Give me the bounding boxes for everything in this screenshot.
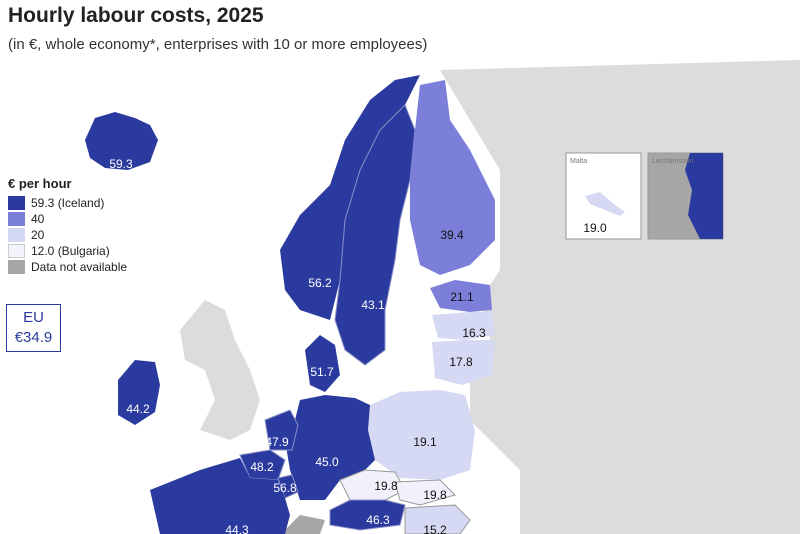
region-netherlands <box>264 409 299 451</box>
legend-label: 40 <box>31 212 45 226</box>
region-finland <box>410 80 495 275</box>
region-poland <box>368 390 475 480</box>
value-germany: 45.0 <box>315 455 339 469</box>
value-ireland: 44.2 <box>126 402 150 416</box>
region-denmark <box>305 335 340 392</box>
eu-value: €34.9 <box>14 329 53 346</box>
legend-title: € per hour <box>8 176 72 191</box>
map-title: Hourly labour costs, 2025 <box>8 4 264 27</box>
value-poland: 19.1 <box>413 435 437 449</box>
value-lithuania: 17.8 <box>449 355 473 369</box>
malta-shape <box>585 192 625 216</box>
value-czechia: 19.8 <box>374 479 398 493</box>
legend: € per hour 59.3 (Iceland) 40 20 12.0 (Bu… <box>8 176 127 275</box>
legend-swatch <box>8 260 25 274</box>
legend-swatch <box>8 244 25 258</box>
value-sweden: 43.1 <box>361 298 385 312</box>
value-france: 44.3 <box>225 523 249 534</box>
region-ireland <box>118 360 160 425</box>
legend-item: 12.0 (Bulgaria) <box>8 243 127 259</box>
legend-item: 20 <box>8 227 127 243</box>
liechtenstein-shape <box>685 153 723 239</box>
region-austria <box>329 499 406 531</box>
legend-swatch <box>8 228 25 242</box>
value-hungary: 15.2 <box>423 523 447 534</box>
region-iceland <box>85 112 158 170</box>
value-norway: 56.2 <box>308 276 332 290</box>
value-netherlands: 47.9 <box>265 435 289 449</box>
legend-swatch <box>8 196 25 210</box>
eu-average-box: EU €34.9 <box>6 304 61 352</box>
map-subtitle: (in €, whole economy*, enterprises with … <box>8 36 428 53</box>
value-iceland: 59.3 <box>109 157 133 171</box>
value-finland: 39.4 <box>440 228 464 242</box>
malta-value: 19.0 <box>583 221 607 235</box>
region-hungary <box>404 504 471 534</box>
malta-label: Malta <box>570 158 587 165</box>
value-belgium: 48.2 <box>250 460 274 474</box>
value-denmark: 51.7 <box>310 365 334 379</box>
switzerland-land <box>285 515 325 534</box>
region-luxembourg <box>277 474 299 499</box>
value-latvia: 16.3 <box>462 326 486 340</box>
legend-label: 59.3 (Iceland) <box>31 196 105 210</box>
legend-label: 12.0 (Bulgaria) <box>31 244 110 258</box>
region-norway <box>280 75 420 320</box>
region-germany <box>285 395 375 500</box>
uk-land <box>180 300 260 440</box>
legend-item: 59.3 (Iceland) <box>8 195 127 211</box>
value-luxembourg: 56.8 <box>273 481 297 495</box>
liechtenstein-label: Liechtenstein <box>652 158 693 165</box>
legend-item: 40 <box>8 211 127 227</box>
eu-label: EU <box>23 309 44 326</box>
legend-item: Data not available <box>8 259 127 275</box>
non-eu-east-land <box>440 60 800 534</box>
value-estonia: 21.1 <box>450 290 474 304</box>
legend-swatch <box>8 212 25 226</box>
legend-label: 20 <box>31 228 45 242</box>
region-slovakia <box>394 479 456 506</box>
legend-label: Data not available <box>31 260 128 274</box>
region-belgium <box>239 449 286 481</box>
region-latvia <box>432 312 495 340</box>
value-austria: 46.3 <box>366 513 390 527</box>
region-france <box>150 458 290 534</box>
region-sweden <box>334 104 416 366</box>
region-lithuania <box>432 340 495 385</box>
value-slovakia: 19.8 <box>423 488 447 502</box>
region-estonia <box>430 280 492 312</box>
